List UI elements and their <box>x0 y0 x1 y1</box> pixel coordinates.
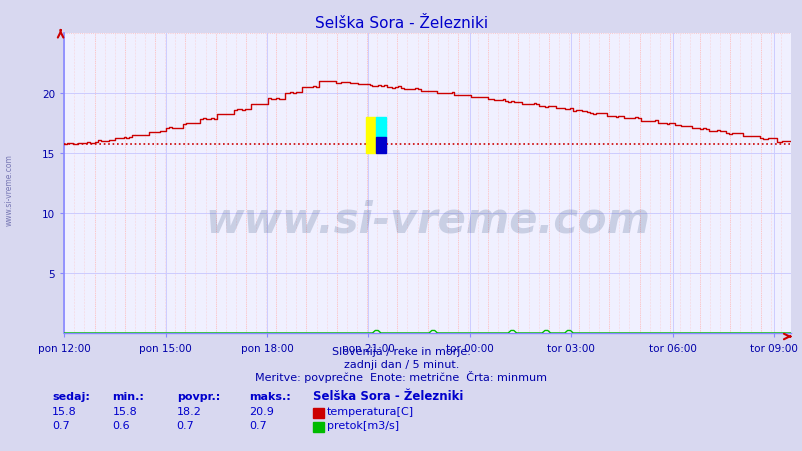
Text: Selška Sora - Železniki: Selška Sora - Železniki <box>313 389 463 402</box>
Text: 15.8: 15.8 <box>52 406 77 416</box>
Text: Selška Sora - Železniki: Selška Sora - Železniki <box>314 16 488 31</box>
Text: 0.7: 0.7 <box>249 420 266 430</box>
Text: 0.7: 0.7 <box>52 420 70 430</box>
Bar <box>375 138 386 154</box>
Text: temperatura[C]: temperatura[C] <box>326 406 413 416</box>
Text: 18.2: 18.2 <box>176 406 201 416</box>
Bar <box>366 118 375 154</box>
Text: min.:: min.: <box>112 391 144 401</box>
Text: Meritve: povprečne  Enote: metrične  Črta: minmum: Meritve: povprečne Enote: metrične Črta:… <box>255 370 547 382</box>
Text: 0.6: 0.6 <box>112 420 130 430</box>
Text: www.si-vreme.com: www.si-vreme.com <box>5 153 14 226</box>
Text: 15.8: 15.8 <box>112 406 137 416</box>
Bar <box>375 118 386 138</box>
Text: zadnji dan / 5 minut.: zadnji dan / 5 minut. <box>343 359 459 369</box>
Text: pretok[m3/s]: pretok[m3/s] <box>326 420 399 430</box>
Text: maks.:: maks.: <box>249 391 290 401</box>
Text: 0.7: 0.7 <box>176 420 194 430</box>
Text: 20.9: 20.9 <box>249 406 273 416</box>
Text: www.si-vreme.com: www.si-vreme.com <box>205 199 650 241</box>
Text: povpr.:: povpr.: <box>176 391 220 401</box>
Text: sedaj:: sedaj: <box>52 391 90 401</box>
Text: Slovenija / reke in morje.: Slovenija / reke in morje. <box>332 346 470 356</box>
